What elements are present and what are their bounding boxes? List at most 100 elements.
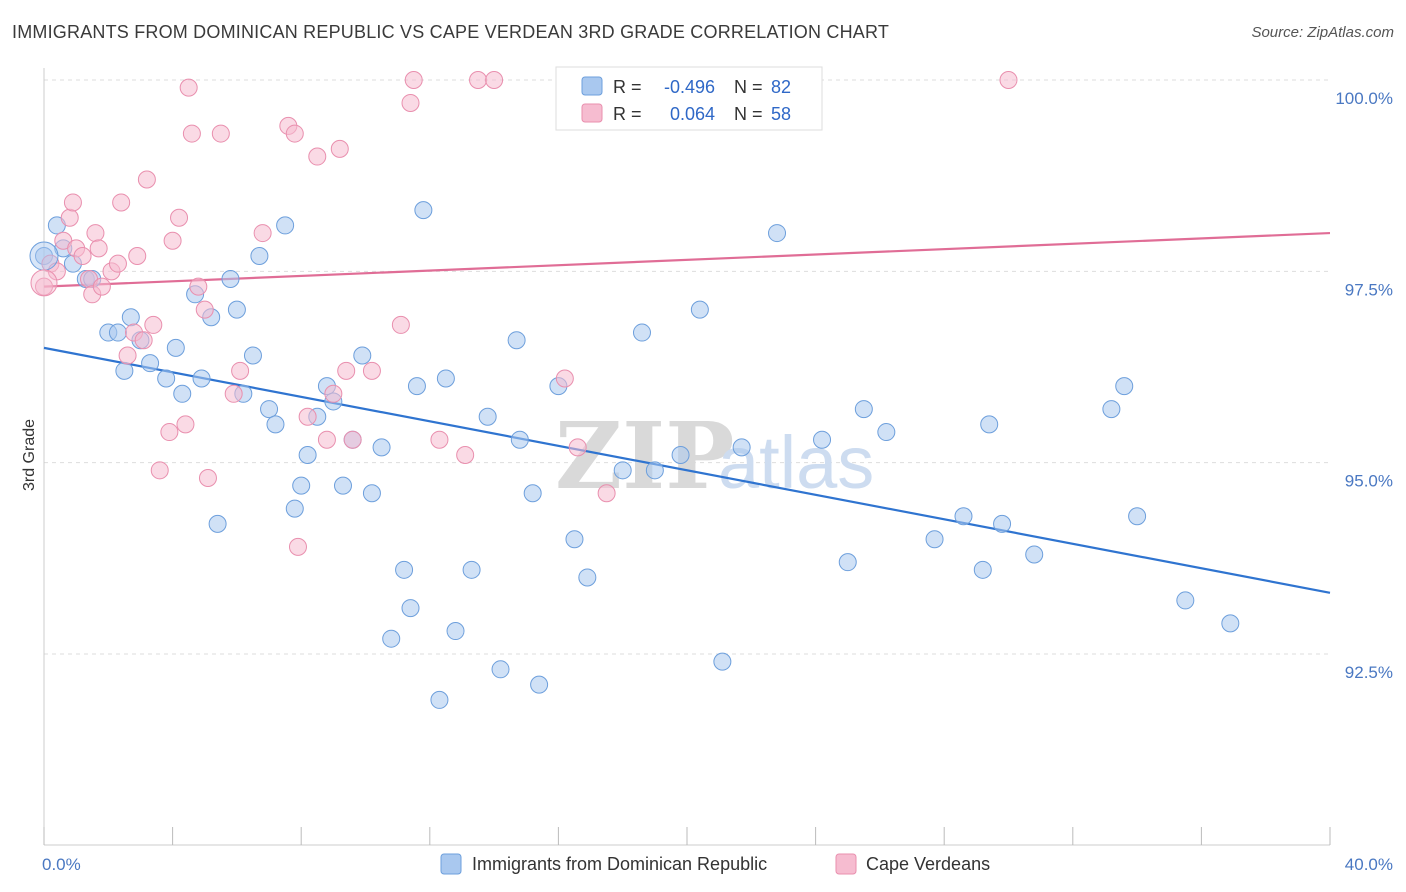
data-point-pink	[182, 124, 201, 143]
data-point-blue	[285, 499, 304, 518]
trend-line-blue	[43, 346, 1331, 594]
data-point-blue	[973, 560, 992, 579]
data-point-pink	[134, 331, 153, 350]
data-point-pink	[469, 71, 488, 89]
data-point-pink	[198, 468, 217, 487]
data-point-pink	[170, 208, 189, 227]
data-point-blue	[266, 415, 285, 434]
data-point-pink	[231, 361, 250, 380]
data-point-pink	[73, 247, 92, 266]
data-point-pink	[362, 361, 381, 380]
data-point-blue	[491, 660, 510, 679]
data-point-blue	[436, 369, 455, 388]
legend-r-value-blue: -0.496	[664, 77, 715, 97]
data-point-pink	[144, 315, 163, 334]
data-point-blue	[108, 323, 127, 342]
data-point-pink	[211, 124, 230, 143]
x-tick-label: 0.0%	[42, 855, 81, 874]
data-point-pink	[597, 484, 616, 503]
legend-n-label-blue: N =	[734, 77, 763, 97]
data-point-pink	[92, 277, 111, 296]
data-point-pink	[404, 71, 423, 89]
data-point-blue	[292, 476, 311, 495]
data-point-pink	[555, 369, 574, 388]
data-point-blue	[250, 247, 269, 266]
trend-line-pink	[43, 231, 1331, 288]
y-tick-label: 92.5%	[1345, 663, 1393, 682]
y-tick-label: 100.0%	[1335, 89, 1393, 108]
data-point-pink	[63, 193, 82, 212]
legend-swatch-blue	[581, 76, 603, 96]
data-point-pink	[179, 78, 198, 97]
data-point-pink	[430, 430, 449, 449]
data-point-blue	[925, 530, 944, 549]
top-legend: R = -0.496 N = 82 R = 0.064 N = 58	[555, 66, 823, 131]
legend-swatch-pink	[581, 103, 603, 123]
data-point-pink	[485, 71, 504, 89]
data-point-blue	[954, 507, 973, 526]
data-point-blue	[401, 599, 420, 618]
data-point-pink	[324, 384, 343, 403]
data-point-blue	[510, 430, 529, 449]
data-point-pink	[150, 461, 169, 480]
data-point-pink	[337, 361, 356, 380]
bottom-legend: Immigrants from Dominican Republic Cape …	[440, 853, 990, 875]
legend-n-value-blue: 82	[771, 77, 791, 97]
data-point-blue	[854, 400, 873, 419]
data-point-blue	[1221, 614, 1240, 633]
bottom-legend-label-blue: Immigrants from Dominican Republic	[472, 854, 767, 874]
data-point-pink	[118, 346, 137, 365]
data-point-pink	[163, 231, 182, 250]
data-point-pink	[999, 71, 1018, 89]
data-point-pink	[317, 430, 336, 449]
data-point-blue	[115, 361, 134, 380]
data-point-blue	[613, 461, 632, 480]
data-point-pink	[253, 224, 272, 243]
data-point-blue	[980, 415, 999, 434]
data-point-blue	[645, 461, 664, 480]
data-point-blue	[382, 629, 401, 648]
bottom-legend-swatch-pink	[835, 853, 857, 875]
data-point-pink	[137, 170, 156, 189]
data-point-blue	[243, 346, 262, 365]
data-point-blue	[260, 400, 279, 419]
data-point-blue	[507, 331, 526, 350]
data-point-blue	[276, 216, 295, 235]
data-point-blue	[565, 530, 584, 549]
x-tick-label: 40.0%	[1345, 855, 1393, 874]
data-point-blue	[1102, 400, 1121, 419]
data-point-pink	[224, 384, 243, 403]
data-point-pink	[401, 93, 420, 112]
data-point-blue	[446, 622, 465, 641]
data-point-pink	[60, 208, 79, 227]
data-point-pink	[86, 224, 105, 243]
bottom-legend-label-pink: Cape Verdeans	[866, 854, 990, 874]
data-point-blue	[141, 354, 160, 373]
data-point-blue	[478, 407, 497, 426]
data-point-blue	[462, 560, 481, 579]
data-point-blue	[395, 560, 414, 579]
axis-layer: 92.5% 95.0% 97.5% 100.0% 0.0% 40.0%	[42, 68, 1393, 874]
data-point-pink	[288, 537, 307, 556]
data-point-pink	[189, 277, 208, 296]
data-point-blue	[407, 377, 426, 396]
data-point-blue	[414, 201, 433, 220]
data-point-pink	[195, 300, 214, 319]
data-point-blue	[1025, 545, 1044, 564]
data-point-blue	[173, 384, 192, 403]
data-point-blue	[353, 346, 372, 365]
y-tick-label: 95.0%	[1345, 472, 1393, 491]
data-point-blue	[838, 553, 857, 572]
data-point-pink	[112, 193, 131, 212]
trend-layer	[43, 231, 1331, 594]
data-point-blue	[121, 308, 140, 327]
data-point-pink	[330, 139, 349, 158]
data-point-pink	[308, 147, 327, 166]
legend-r-value-pink: 0.064	[670, 104, 715, 124]
data-point-pink	[89, 239, 108, 258]
legend-n-label-pink: N =	[734, 104, 763, 124]
data-point-pink	[128, 247, 147, 266]
y-axis-title: 3rd Grade	[21, 419, 38, 491]
data-point-blue	[993, 514, 1012, 533]
